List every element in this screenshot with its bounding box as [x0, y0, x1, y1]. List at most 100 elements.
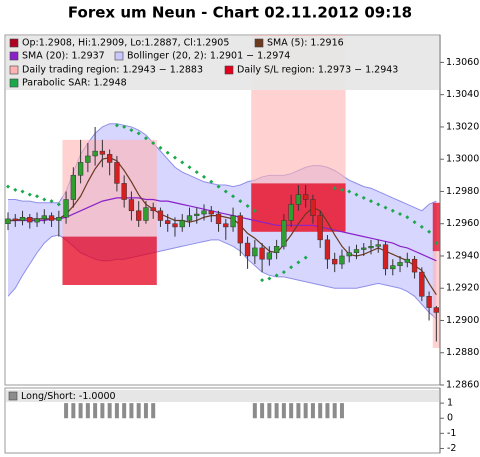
bar: [310, 403, 315, 419]
bar: [296, 403, 301, 419]
legend-label: Long/Short: -1.0000: [21, 391, 116, 402]
bar: [93, 403, 98, 419]
candle-body: [281, 220, 287, 247]
candle-body: [375, 244, 381, 247]
sar-dot: [209, 179, 214, 184]
sar-dot: [151, 141, 156, 146]
sar-dot: [405, 215, 410, 220]
chart-title: Forex um Neun - Chart 02.11.2012 09:18: [68, 4, 412, 22]
candle-body: [48, 215, 55, 221]
candle-body: [295, 194, 302, 205]
candle-body: [339, 255, 345, 265]
candle-body: [368, 246, 374, 249]
sar-dot: [165, 150, 170, 155]
candle-body: [56, 217, 62, 221]
sar-dot: [267, 276, 272, 281]
candle-body: [411, 258, 418, 273]
candle-body: [5, 218, 11, 224]
candle-body: [136, 210, 142, 221]
sar-dot: [20, 189, 25, 194]
plot-area: [5, 35, 440, 348]
candle-body: [128, 199, 135, 212]
candle-body: [433, 307, 439, 313]
y-tick-label: -1: [447, 428, 456, 439]
sar-dot: [427, 229, 432, 234]
sar-dot: [289, 265, 294, 270]
bar: [78, 403, 83, 419]
candle-body: [404, 258, 410, 263]
bar: [260, 403, 265, 419]
sar-dot: [114, 123, 119, 128]
sar-dot: [122, 124, 127, 129]
legend-swatch: [9, 78, 19, 88]
candle-body: [201, 210, 207, 215]
bar: [85, 403, 90, 419]
candle-body: [179, 220, 185, 228]
sar-dot: [27, 192, 32, 197]
region: [432, 202, 440, 252]
y-tick-label: 1.2980: [446, 186, 479, 197]
candle-body: [237, 215, 243, 244]
bar: [289, 403, 294, 419]
candle-body: [426, 296, 432, 308]
candle-body: [208, 210, 214, 215]
candle-body: [92, 150, 98, 157]
y-tick-label: 1.3040: [446, 89, 479, 100]
sar-dot: [129, 128, 134, 133]
y-tick-label: 1.3060: [446, 57, 479, 68]
sar-dot: [231, 194, 236, 199]
candle-body: [114, 162, 120, 184]
legend-swatch: [224, 65, 234, 75]
legend-swatch: [8, 391, 18, 401]
candle-body: [390, 265, 396, 270]
sar-dot: [49, 199, 54, 204]
sar-dot: [180, 160, 185, 165]
legend-label: SMA (20): 1.2937: [22, 51, 105, 62]
candle-body: [223, 223, 229, 228]
candle-body: [361, 247, 367, 250]
candle-body: [215, 213, 222, 224]
bar: [281, 403, 286, 419]
bar: [151, 403, 156, 419]
candle-body: [332, 258, 338, 265]
bar: [71, 403, 76, 419]
sar-dot: [245, 203, 250, 208]
sar-dot: [194, 170, 199, 175]
legend-label: Bollinger (20, 2): 1.2901 − 1.2974: [127, 51, 290, 62]
candle-body: [143, 207, 149, 221]
candle-body: [121, 183, 127, 200]
indicator-line: [8, 156, 437, 296]
candle-body: [27, 217, 33, 223]
legend-label: Op:1.2908, Hi:1.2909, Lo:1.2887, Cl:1.29…: [22, 38, 229, 49]
region: [432, 251, 440, 348]
candle-body: [303, 194, 309, 200]
legend-label: Parabolic SAR: 1.2948: [22, 78, 127, 89]
legend-box: [6, 36, 439, 90]
bar: [100, 403, 105, 419]
sar-dot: [390, 208, 395, 213]
legend-label: SMA (5): 1.2916: [267, 38, 344, 49]
sar-dot: [354, 192, 359, 197]
overlay: Op:1.2908, Hi:1.2909, Lo:1.2887, Cl:1.29…: [6, 36, 439, 90]
sar-dot: [434, 241, 439, 246]
y-tick-label: -2: [447, 443, 456, 454]
candle-body: [317, 215, 323, 241]
sar-dot: [238, 199, 243, 204]
bar: [303, 403, 308, 419]
y-tick-label: 1.2900: [446, 315, 479, 326]
sar-dot: [252, 208, 257, 213]
sar-dot: [347, 189, 352, 194]
candle-body: [165, 220, 171, 224]
legend-box: [6, 390, 439, 402]
candle-body: [252, 247, 258, 257]
sar-dot: [143, 136, 148, 141]
sar-dot: [332, 186, 337, 191]
bar: [64, 403, 69, 419]
candle-body: [150, 207, 156, 212]
sar-dot: [158, 145, 163, 150]
candle-body: [106, 154, 113, 163]
candle-body: [259, 247, 265, 260]
sar-dot: [281, 270, 286, 275]
candle-body: [310, 199, 316, 216]
legend-swatch: [9, 51, 19, 61]
